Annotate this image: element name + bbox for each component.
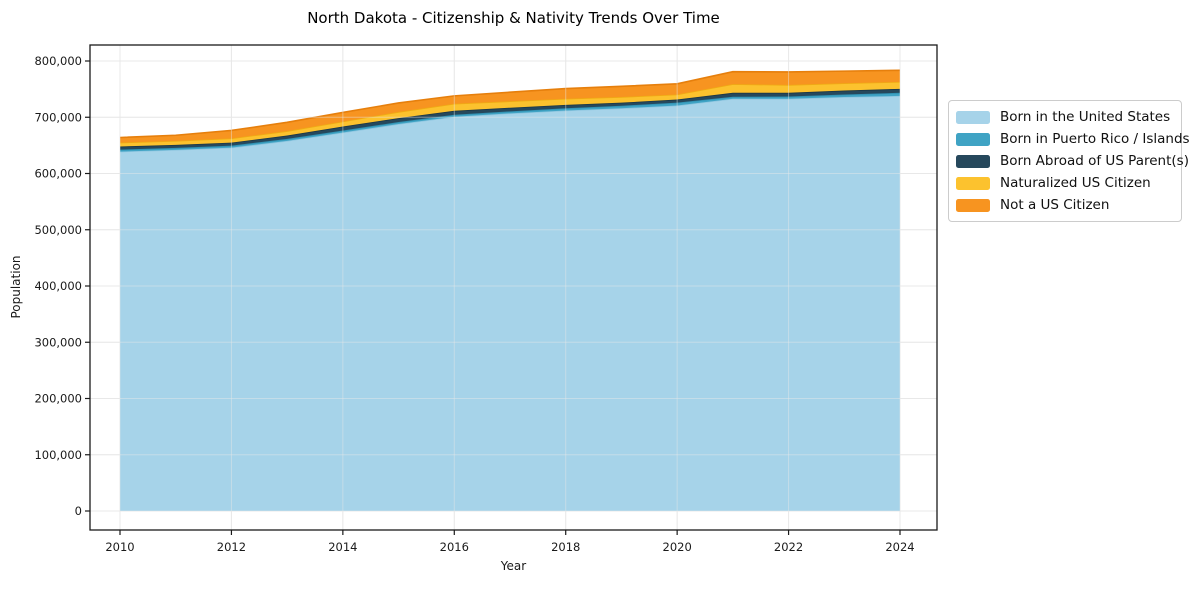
x-tick-label: 2018 — [551, 540, 580, 554]
legend: Born in the United States Born in Puerto … — [948, 100, 1189, 222]
y-tick-label: 500,000 — [34, 223, 82, 237]
x-tick-label: 2010 — [105, 540, 134, 554]
legend-label: Born Abroad of US Parent(s) — [1000, 153, 1189, 169]
y-tick-label: 600,000 — [34, 167, 82, 181]
legend-item-2: Born Abroad of US Parent(s) — [949, 150, 1189, 172]
legend-swatch — [956, 198, 990, 212]
y-tick-label: 800,000 — [34, 54, 82, 68]
y-tick-label: 100,000 — [34, 448, 82, 462]
area-series-3 — [120, 81, 900, 147]
y-tick-label: 400,000 — [34, 279, 82, 293]
x-tick-label: 2020 — [663, 540, 692, 554]
axes-frame — [89, 44, 938, 531]
area-edge-4 — [119, 69, 901, 139]
x-tick-label: 2016 — [440, 540, 469, 554]
legend-swatch — [956, 110, 990, 124]
y-tick-label: 300,000 — [34, 335, 82, 349]
legend-item-1: Born in Puerto Rico / Islands — [949, 128, 1189, 150]
x-tick-label: 2022 — [774, 540, 803, 554]
y-tick-label: 200,000 — [34, 392, 82, 406]
area-series-2 — [120, 88, 900, 150]
legend-label: Born in Puerto Rico / Islands — [1000, 131, 1189, 147]
legend-swatch — [956, 176, 990, 190]
legend-label: Naturalized US Citizen — [1000, 175, 1151, 191]
x-axis-label: Year — [500, 559, 527, 573]
y-tick-label: 700,000 — [34, 110, 82, 124]
x-tick-label: 2014 — [328, 540, 357, 554]
x-tick-label: 2012 — [217, 540, 246, 554]
x-tick-label: 2024 — [885, 540, 914, 554]
legend-item-4: Not a US Citizen — [949, 194, 1181, 216]
area-series-4 — [120, 70, 900, 143]
legend-swatch — [956, 154, 990, 168]
legend-label: Born in the United States — [1000, 109, 1171, 125]
legend-item-0: Born in the United States — [949, 106, 1181, 128]
y-tick-label: 0 — [75, 504, 82, 518]
legend-label: Not a US Citizen — [1000, 197, 1110, 213]
legend-item-3: Naturalized US Citizen — [949, 172, 1181, 194]
area-series-0 — [120, 95, 900, 511]
legend-swatch — [956, 132, 990, 146]
chart-title: North Dakota - Citizenship & Nativity Tr… — [307, 9, 720, 27]
